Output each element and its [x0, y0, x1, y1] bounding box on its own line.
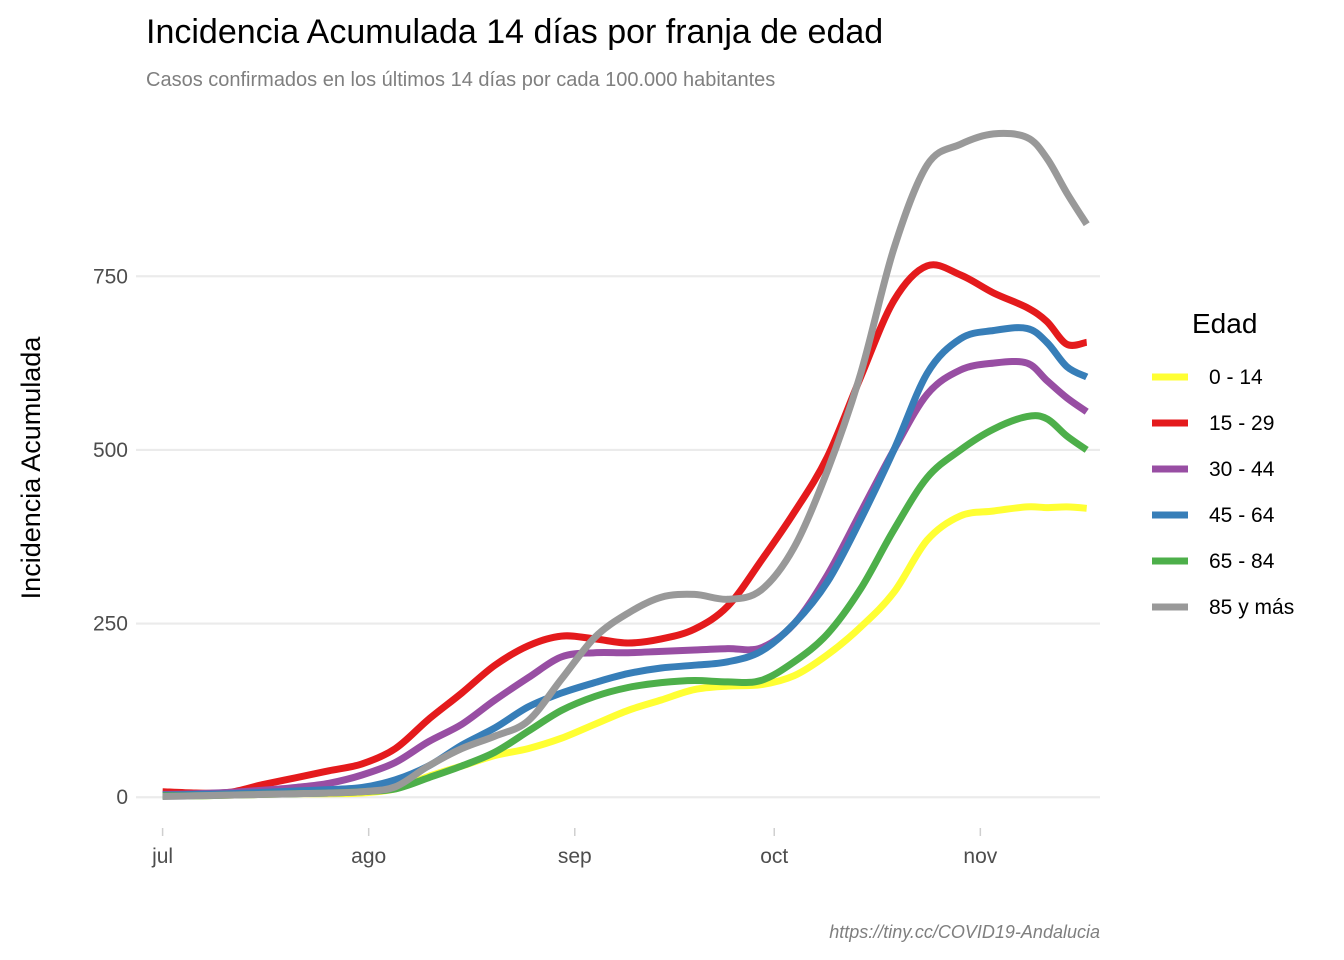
- y-tick-labels: 0 250 500 750: [93, 265, 128, 809]
- legend-item-0-14: 0 - 14: [1152, 366, 1263, 389]
- legend-label: 45 - 64: [1209, 504, 1275, 527]
- legend-label: 30 - 44: [1209, 458, 1275, 481]
- y-tick-label: 0: [116, 786, 128, 809]
- legend-item-15-29: 15 - 29: [1152, 412, 1274, 435]
- legend-item-65-84: 65 - 84: [1152, 550, 1275, 573]
- x-tick-label: jul: [151, 845, 173, 868]
- chart-title: Incidencia Acumulada 14 días por franja …: [146, 13, 883, 51]
- series-line-65-84: [162, 412, 1089, 800]
- series-lines: [162, 129, 1090, 800]
- chart-subtitle: Casos confirmados en los últimos 14 días…: [146, 69, 775, 91]
- x-tick-label: oct: [760, 845, 788, 868]
- y-tick-label: 500: [93, 439, 128, 462]
- legend-item-30-44: 30 - 44: [1152, 458, 1275, 481]
- y-tick-label: 750: [93, 265, 128, 288]
- gridlines: [136, 275, 1100, 799]
- x-tick-labels: jul ago sep oct nov: [151, 828, 998, 868]
- series-line-85-y-m-s: [162, 129, 1090, 800]
- legend-label: 65 - 84: [1209, 550, 1275, 573]
- legend-item-45-64: 45 - 64: [1152, 504, 1275, 527]
- legend-label: 15 - 29: [1209, 412, 1274, 435]
- legend-label: 85 y más: [1209, 596, 1294, 619]
- legend-items: 0 - 14 15 - 29 30 - 44 45 - 64 65 - 84 85 y m…: [1152, 366, 1294, 619]
- y-axis-title: Incidencia Acumulada: [16, 336, 46, 600]
- series-line-30-44: [162, 358, 1089, 798]
- y-tick-label: 250: [93, 613, 128, 636]
- x-tick-label: nov: [963, 845, 997, 868]
- series-line-15-29: [162, 261, 1088, 797]
- chart-caption[interactable]: https://tiny.cc/COVID19-Andalucia: [829, 922, 1100, 942]
- legend: Edad 0 - 14 15 - 29 30 - 44 45 - 64 65 - 84 8…: [1152, 308, 1294, 619]
- series-line-45-64: [162, 324, 1089, 799]
- legend-title: Edad: [1192, 308, 1257, 339]
- x-tick-label: ago: [351, 845, 386, 868]
- x-tick-label: sep: [558, 845, 592, 868]
- legend-item-85-y-m-s: 85 y más: [1152, 596, 1294, 619]
- legend-label: 0 - 14: [1209, 366, 1263, 389]
